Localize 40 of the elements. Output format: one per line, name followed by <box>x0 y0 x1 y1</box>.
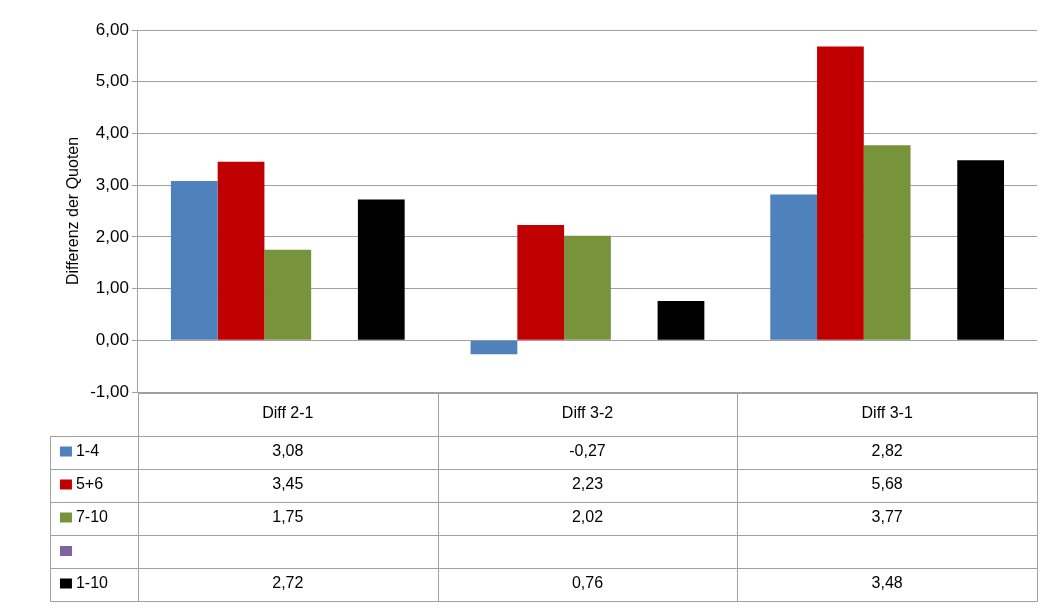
data-label: 2,02 <box>571 507 604 525</box>
bar <box>357 199 405 340</box>
legend-label: 1-4 <box>75 441 100 459</box>
y-tick-label: 3,00 <box>95 174 129 194</box>
legend-label: 5+6 <box>75 474 104 492</box>
bar <box>170 181 218 340</box>
x-tick-label: Diff 3-2 <box>561 403 614 421</box>
y-tick-label: 5,00 <box>95 71 129 91</box>
bar <box>264 249 312 340</box>
data-label: 3,77 <box>871 507 903 525</box>
data-label: 2,82 <box>871 441 903 459</box>
bar <box>517 224 565 340</box>
y-tick-label: 0,00 <box>95 329 129 349</box>
bar <box>957 160 1005 340</box>
y-tick-label: 1,00 <box>95 278 129 298</box>
data-label: 2,23 <box>571 474 604 492</box>
x-tick-label: Diff 2-1 <box>262 403 314 421</box>
bar <box>217 161 265 340</box>
bar <box>817 46 864 340</box>
data-label: 3,48 <box>871 573 903 591</box>
y-axis-title: Differenz der Quoten <box>64 136 82 286</box>
data-label: 2,72 <box>272 573 304 591</box>
bar <box>770 194 818 340</box>
y-tick-label: 4,00 <box>95 123 129 143</box>
data-label: 0,76 <box>571 573 604 591</box>
bar <box>657 300 705 340</box>
bar <box>863 145 911 340</box>
bar <box>564 235 611 340</box>
legend-label: 1-10 <box>75 573 109 591</box>
data-label: 3,08 <box>272 441 304 459</box>
legend-label: 7-10 <box>75 507 109 525</box>
data-label: 5,68 <box>871 474 903 492</box>
y-tick-label: -1,00 <box>90 381 129 401</box>
data-label: 3,45 <box>272 474 304 492</box>
x-tick-label: Diff 3-1 <box>861 403 913 421</box>
bar <box>470 340 518 355</box>
y-tick-label: 6,00 <box>95 19 129 39</box>
data-label: -0,27 <box>569 441 606 459</box>
data-label: 1,75 <box>272 507 304 525</box>
y-tick-label: 2,00 <box>95 226 129 246</box>
